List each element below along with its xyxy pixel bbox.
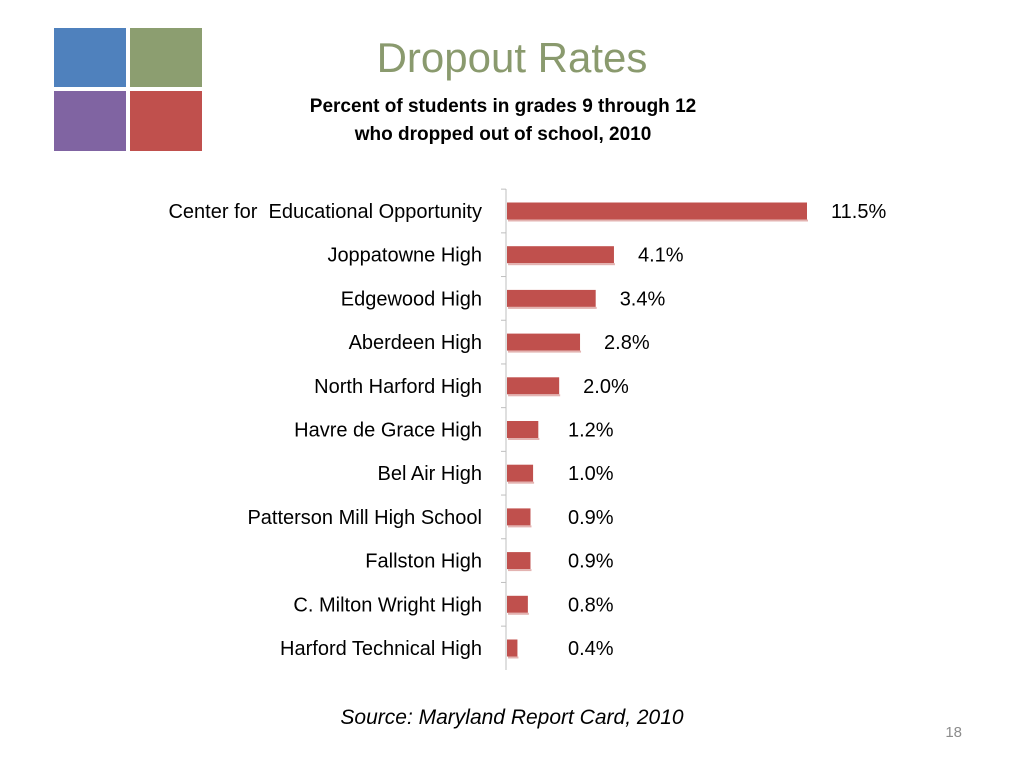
logo-square-green [128, 26, 204, 89]
bar-shadow [508, 219, 808, 222]
subtitle-line-1: Percent of students in grades 9 through … [309, 96, 697, 117]
bar-shadow [508, 350, 582, 353]
bar [507, 552, 531, 570]
bar-shadow [508, 612, 529, 615]
data-label: 4.1% [638, 245, 684, 267]
category-label: C. Milton Wright High [293, 594, 482, 616]
bar [507, 639, 518, 657]
data-label: 1.2% [568, 420, 614, 442]
bar-shadow [508, 525, 532, 528]
bar [507, 421, 539, 438]
data-label: 0.4% [568, 638, 614, 660]
logo-square-purple [52, 89, 128, 153]
bar [507, 333, 581, 351]
data-label: 0.8% [568, 594, 614, 616]
data-label: 0.9% [568, 551, 614, 573]
category-label: Patterson Mill High School [247, 507, 482, 529]
source-note: Source: Maryland Report Card, 2010 [340, 706, 684, 729]
bar-shadow [508, 481, 535, 484]
category-label: Fallston High [365, 551, 482, 573]
bar-shadow [508, 569, 532, 572]
logo-mosaic [52, 26, 204, 153]
bar-shadow [508, 394, 561, 397]
bar [507, 595, 528, 613]
data-label: 11.5% [831, 201, 886, 223]
subtitle-line-2: who dropped out of school, 2010 [354, 124, 652, 145]
category-label: Joppatowne High [327, 245, 482, 267]
category-label: North Harford High [314, 376, 482, 398]
category-label: Center for Educational Opportunity [168, 201, 482, 223]
data-label: 0.9% [568, 507, 614, 529]
page-number: 18 [945, 724, 962, 741]
category-label: Harford Technical High [280, 638, 482, 660]
bar [507, 289, 596, 307]
category-label: Aberdeen High [349, 332, 482, 354]
dropout-bar-chart: Center for Educational Opportunity 11.5% J… [168, 188, 886, 670]
data-label: 2.8% [604, 332, 650, 354]
bar-shadow [508, 656, 519, 659]
category-label: Edgewood High [341, 288, 482, 310]
bar [507, 464, 534, 482]
bar-shadow [508, 263, 615, 266]
category-label: Bel Air High [378, 463, 483, 485]
bar [507, 508, 531, 526]
data-label: 1.0% [568, 463, 614, 485]
data-label: 2.0% [583, 376, 629, 398]
slide-title: Dropout Rates [376, 34, 648, 81]
logo-square-red [128, 89, 204, 153]
bar [507, 202, 807, 220]
logo-square-blue [52, 26, 128, 89]
bar-shadow [508, 306, 597, 309]
bar-shadow [508, 438, 540, 440]
category-label: Havre de Grace High [294, 420, 482, 442]
bar [507, 377, 560, 395]
data-label: 3.4% [620, 288, 666, 310]
chart-subtitle: Percent of students in grades 9 through … [230, 93, 776, 149]
bar [507, 246, 614, 264]
